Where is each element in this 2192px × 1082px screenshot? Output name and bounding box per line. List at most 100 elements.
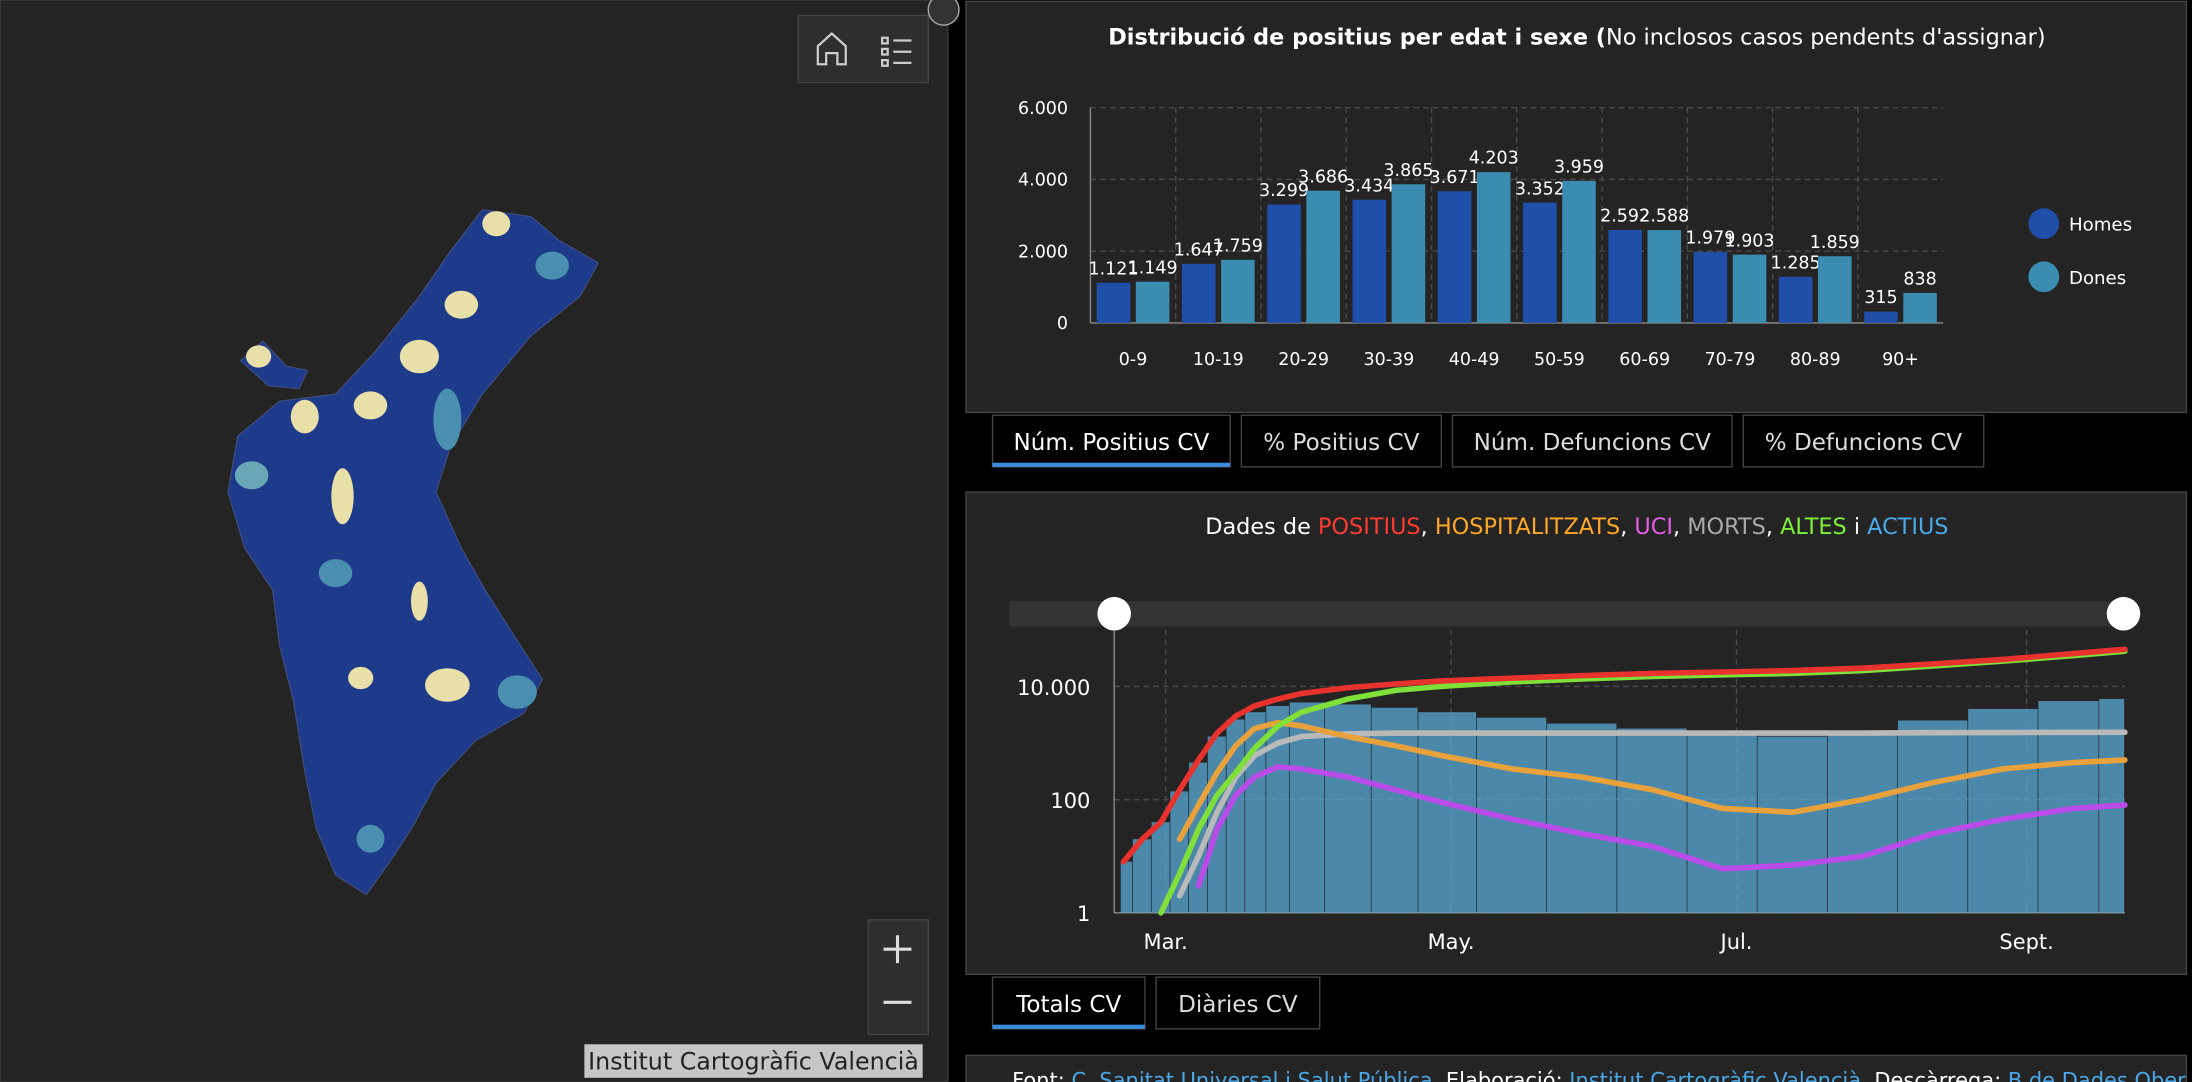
x-tick-label: 80-89 (1790, 350, 1841, 370)
bar (1221, 259, 1255, 323)
y-tick-label: 0 (1057, 314, 1068, 334)
footer-panel (965, 1054, 2188, 1082)
map-regions[interactable] (227, 209, 600, 896)
x-tick-label: 90+ (1882, 350, 1919, 370)
x-tick-label: 30-39 (1363, 350, 1414, 370)
x-tick-label: 60-69 (1619, 350, 1670, 370)
footer-link[interactable]: Institut Cartogràfic Valencià (1569, 1069, 1861, 1082)
expand-button[interactable] (927, 0, 960, 26)
bar (1647, 230, 1682, 323)
title-part: , (1620, 514, 1634, 540)
bar (1120, 861, 1133, 913)
y-tick-label: 100 (1050, 789, 1090, 813)
slider-handle-right[interactable] (2106, 596, 2141, 631)
bar-value-label: 1.285 (1771, 253, 1821, 273)
title-part: , (1766, 514, 1780, 540)
title-bold: Distribució de positius per edat i sexe … (1108, 25, 1606, 51)
y-tick-label: 1 (1077, 902, 1090, 926)
range-slider[interactable] (1009, 601, 2123, 627)
x-tick-label: Mar. (1144, 930, 1188, 954)
bar (1778, 276, 1813, 323)
bar (1135, 281, 1170, 323)
bar (1608, 229, 1642, 323)
zoom-in[interactable] (883, 935, 912, 964)
footer-link[interactable]: B.de Dades Obertes (2008, 1069, 2192, 1082)
tab-underline (992, 462, 1231, 467)
bar (1562, 180, 1596, 323)
bar-value-label: 3.299 (1259, 181, 1309, 201)
bar (1732, 254, 1767, 323)
bar-value-label: 1.647 (1174, 240, 1224, 260)
title-part: HOSPITALITZATS (1435, 514, 1620, 540)
legend-button[interactable] (880, 36, 912, 67)
tab[interactable] (1240, 414, 1442, 468)
bar (1546, 723, 1617, 913)
bar (1181, 263, 1216, 323)
bar-value-label: 1.149 (1128, 258, 1178, 278)
footer-link[interactable]: C. Sanitat Universal i Salut Pública (1071, 1069, 1432, 1082)
legend-label: Homes (2069, 215, 2132, 236)
bar (1693, 251, 1728, 323)
series-line (1120, 646, 2128, 865)
bar-value-label: 838 (1903, 269, 1936, 289)
legend-swatch (2028, 208, 2060, 240)
tab-label: Núm. Positius CV (1013, 430, 1209, 456)
title-part: , (1673, 514, 1687, 540)
bar (1617, 728, 1687, 913)
bar (1437, 191, 1472, 323)
map-toolbar (797, 14, 929, 84)
bar (1476, 172, 1511, 323)
title-part: ALTES (1780, 514, 1847, 540)
bar-value-label: 3.865 (1383, 161, 1433, 181)
bar (1968, 708, 2038, 913)
tab[interactable] (1155, 976, 1321, 1030)
bar (1151, 822, 1170, 913)
bar (1903, 292, 1937, 323)
tab[interactable] (1742, 414, 1985, 468)
tab[interactable] (1451, 414, 1733, 468)
title-part: Dades de (1205, 514, 1318, 540)
bar (1096, 282, 1131, 323)
bar-value-label: 2.592 (1600, 207, 1650, 227)
bar-value-label: 3.686 (1298, 167, 1348, 187)
bar-value-label: 315 (1864, 288, 1897, 308)
bar-value-label: 2.588 (1639, 207, 1689, 227)
bar (1523, 202, 1557, 323)
bar-value-label: 1.979 (1685, 229, 1735, 249)
x-tick-label: May. (1428, 930, 1475, 954)
title-part: i (1847, 514, 1867, 540)
bar (1306, 190, 1340, 323)
home-button[interactable] (816, 32, 847, 66)
attribution-box (584, 1044, 923, 1078)
series-line (1176, 729, 2128, 899)
map-panel[interactable] (0, 0, 949, 1082)
legend-swatch (2028, 261, 2060, 293)
x-tick-label: 70-79 (1705, 350, 1756, 370)
y-tick-label: 4.000 (1018, 171, 1068, 191)
x-tick-label: Jul. (1719, 930, 1753, 954)
bar-value-label: 1.759 (1213, 236, 1263, 256)
title-rest: No inclosos casos pendents d'assignar) (1606, 25, 2046, 51)
bar (1267, 204, 1301, 323)
attribution: Institut Cartogràfic Valencià (588, 1047, 919, 1075)
bar (1757, 736, 1828, 913)
bar-value-label: 4.203 (1469, 149, 1519, 169)
tab-label: Totals CV (1015, 992, 1121, 1018)
footer-text: Font: C. Sanitat Universal i Salut Públi… (1012, 1069, 2192, 1082)
tab-label: Núm. Defuncions CV (1474, 430, 1711, 456)
y-tick-label: 6.000 (1018, 99, 1068, 119)
y-tick-label: 10.000 (1017, 676, 1090, 700)
slider-handle-left[interactable] (1097, 596, 1131, 631)
title-part: MORTS (1687, 514, 1766, 540)
bar (1827, 731, 1898, 913)
footer-part: . Elaboració: (1433, 1069, 1570, 1082)
bar (1266, 706, 1289, 913)
bar (1391, 184, 1426, 323)
tab[interactable] (991, 414, 1231, 468)
tab-label: % Positius CV (1263, 430, 1419, 456)
bar-value-label: 3.671 (1430, 168, 1480, 188)
tab-label: Diàries CV (1178, 992, 1298, 1018)
tab-underline (992, 1024, 1145, 1029)
x-tick-label: 0-9 (1119, 350, 1148, 370)
